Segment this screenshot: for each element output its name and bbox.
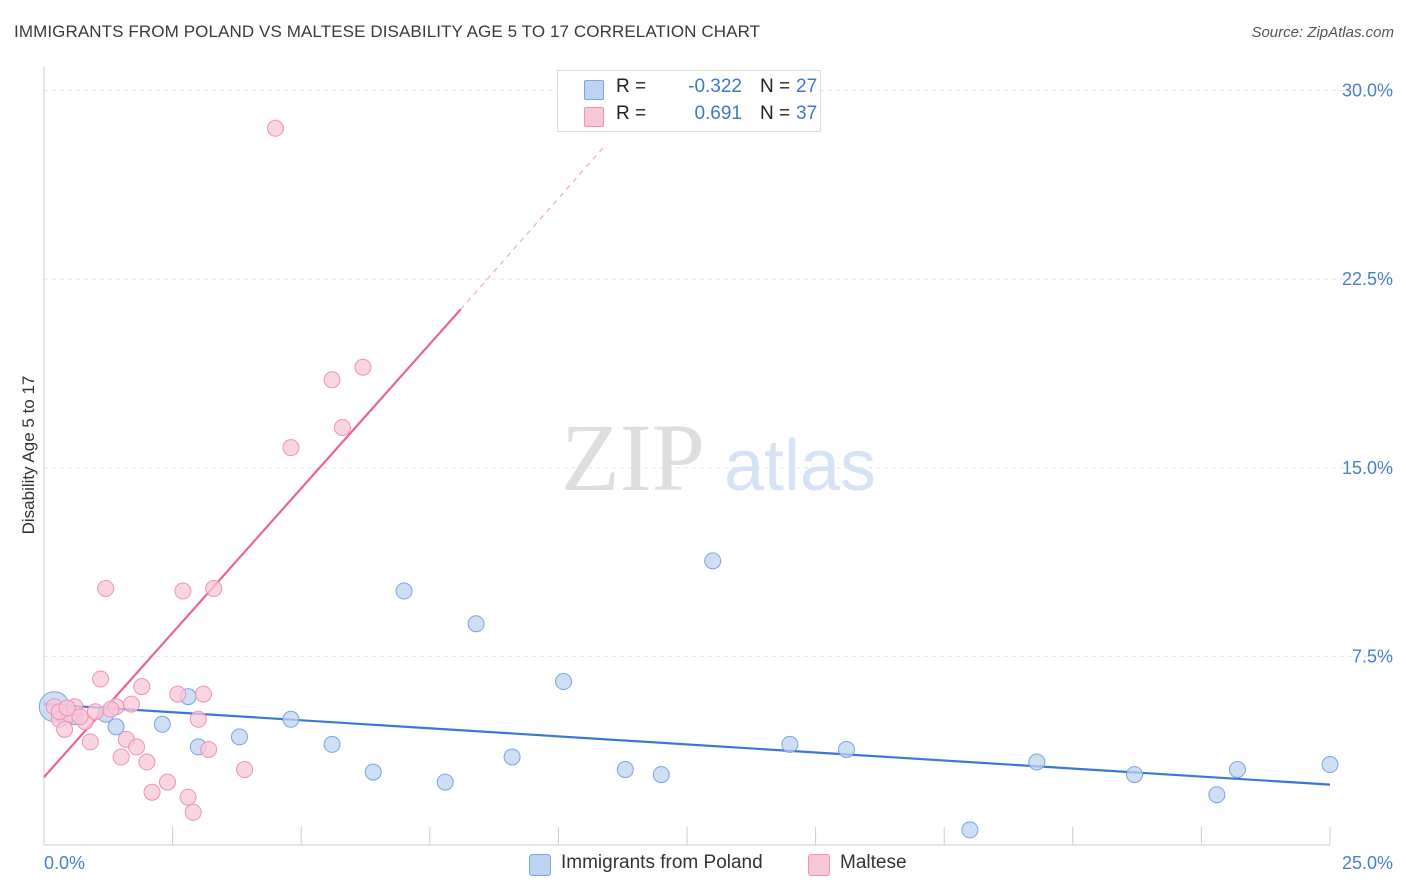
legend-r-label: R = [616,103,647,124]
point-poland [837,740,855,758]
series-label: Maltese [840,852,907,873]
series-legend: Immigrants from Poland Maltese [0,852,1406,876]
data-points [38,119,1339,839]
source-label: Source: ZipAtlas.com [1251,24,1394,41]
point-poland [503,748,521,766]
chart-title: IMMIGRANTS FROM POLAND VS MALTESE DISABI… [14,22,761,41]
point-maltese [266,119,284,137]
y-axis-label: Disability Age 5 to 17 [19,376,38,535]
legend-r-value: 0.691 [694,103,742,124]
point-maltese [102,700,120,718]
tick-labels: 7.5% 15.0% 22.5% 30.0% 0.0% 25.0% [44,81,1393,873]
point-poland [395,582,413,600]
legend-n-value: 37 [796,103,818,124]
trend-extension-maltese [460,145,606,310]
correlation-legend: R = -0.322 N = 27 R = 0.691 N = 37 [557,70,821,132]
point-poland [781,735,799,753]
point-maltese [354,358,372,376]
point-poland [282,710,300,728]
point-maltese [122,695,140,713]
point-maltese [143,783,161,801]
watermark: ZIP atlas [561,404,876,511]
legend-swatch-pink [584,107,604,127]
grid-lines [44,90,1392,657]
point-poland [1028,753,1046,771]
point-poland [467,615,485,633]
point-poland [107,718,125,736]
legend-r-label: R = [616,76,647,97]
point-maltese [282,439,300,457]
y-tick-label: 22.5% [1342,269,1393,289]
point-poland [1228,761,1246,779]
point-poland [652,766,670,784]
point-maltese [81,733,99,751]
point-poland [1321,756,1339,774]
point-poland [616,761,634,779]
watermark-zip: ZIP [561,404,705,511]
legend-n-value: 27 [796,76,818,97]
point-maltese [174,582,192,600]
point-maltese [97,579,115,597]
point-poland [1126,766,1144,784]
point-poland [364,763,382,781]
point-poland [704,552,722,570]
point-maltese [133,678,151,696]
point-maltese [86,703,104,721]
point-maltese [200,740,218,758]
point-maltese [71,708,89,726]
point-poland [555,673,573,691]
watermark-atlas: atlas [724,426,876,506]
point-poland [436,773,454,791]
point-maltese [92,670,110,688]
point-maltese [158,773,176,791]
point-maltese [138,753,156,771]
series-swatch-pink [808,854,830,876]
x-tick-label: 0.0% [44,853,85,873]
legend-n-label: N = [760,103,791,124]
point-maltese [169,685,187,703]
point-maltese [189,710,207,728]
trend-line-poland [43,703,1331,786]
series-label: Immigrants from Poland [561,852,763,873]
point-maltese [128,738,146,756]
point-maltese [58,699,76,717]
point-maltese [194,685,212,703]
point-poland [153,715,171,733]
point-maltese [56,720,74,738]
point-maltese [205,579,223,597]
point-maltese [236,761,254,779]
point-poland [1208,786,1226,804]
series-swatch-blue [529,854,551,876]
legend-r-value: -0.322 [688,76,742,97]
legend-swatch-blue [584,80,604,100]
y-tick-label: 30.0% [1342,81,1393,101]
point-maltese [333,419,351,437]
point-maltese [184,803,202,821]
point-poland [323,735,341,753]
y-tick-label: 7.5% [1352,646,1393,666]
point-maltese [179,788,197,806]
y-tick-label: 15.0% [1342,458,1393,478]
point-poland [961,821,979,839]
point-poland [230,728,248,746]
point-maltese [323,371,341,389]
x-tick-label: 25.0% [1342,853,1393,873]
point-maltese [112,748,130,766]
legend-n-label: N = [760,76,791,97]
